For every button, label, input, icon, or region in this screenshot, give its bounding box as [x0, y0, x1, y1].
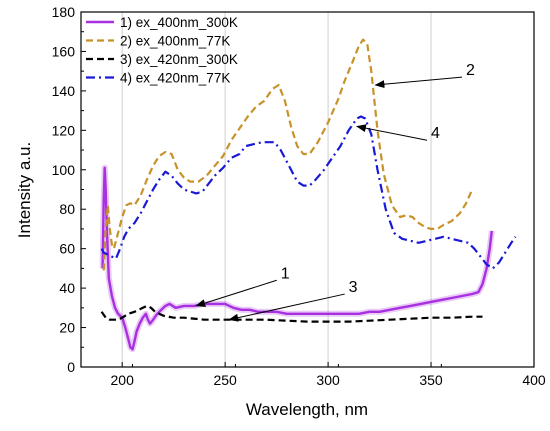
series-line-1 [101, 166, 493, 351]
annotation-arrow-3 [228, 293, 345, 322]
series-halo-1 [99, 164, 495, 353]
legend-label-4: 4) ex_420nm_77K [120, 71, 230, 86]
annotation-arrow-1 [195, 279, 277, 307]
y-tick-label: 60 [59, 241, 75, 257]
x-tick-label: 200 [111, 372, 135, 388]
annotations: 1 2 3 4 [195, 62, 475, 322]
y-tick-label: 80 [59, 201, 75, 217]
annotation-label-4: 4 [431, 125, 440, 142]
series-line-3 [100, 304, 483, 323]
y-tick-label: 160 [52, 43, 76, 59]
annotation-label-1: 1 [281, 265, 290, 282]
annotation-label-2: 2 [466, 62, 475, 79]
y-tick-label: 120 [52, 122, 76, 138]
gridlines [121, 12, 432, 367]
y-tick-label: 140 [52, 83, 76, 99]
y-tick-label: 20 [59, 320, 75, 336]
x-tick-label: 400 [522, 372, 546, 388]
series-line-4 [100, 115, 517, 270]
y-tick-label: 0 [67, 359, 75, 375]
series-layer [99, 38, 517, 353]
x-tick-label: 250 [213, 372, 237, 388]
legend-label-3: 3) ex_420nm_300K [120, 52, 238, 67]
x-tick-label: 350 [419, 372, 443, 388]
annotation-arrow-4 [355, 124, 428, 141]
annotation-label-3: 3 [349, 279, 358, 296]
axis-ticks: 200 250 300 350 400 0 20 40 60 80 100 120 140 160 180 [52, 4, 546, 388]
y-tick-label: 180 [52, 4, 76, 20]
series-line-2 [102, 38, 474, 271]
annotation-arrow-2 [374, 76, 463, 89]
y-tick-label: 40 [59, 280, 75, 296]
legend-label-2: 2) ex_400nm_77K [120, 34, 230, 49]
y-axis-title: Intensity a.u. [15, 142, 34, 238]
y-tick-label: 100 [52, 162, 76, 178]
x-tick-label: 300 [316, 372, 340, 388]
x-axis-title: Wavelength, nm [246, 400, 368, 419]
legend: 1) ex_400nm_300K 2) ex_400nm_77K 3) ex_420… [86, 15, 238, 86]
legend-label-1: 1) ex_400nm_300K [120, 15, 238, 30]
